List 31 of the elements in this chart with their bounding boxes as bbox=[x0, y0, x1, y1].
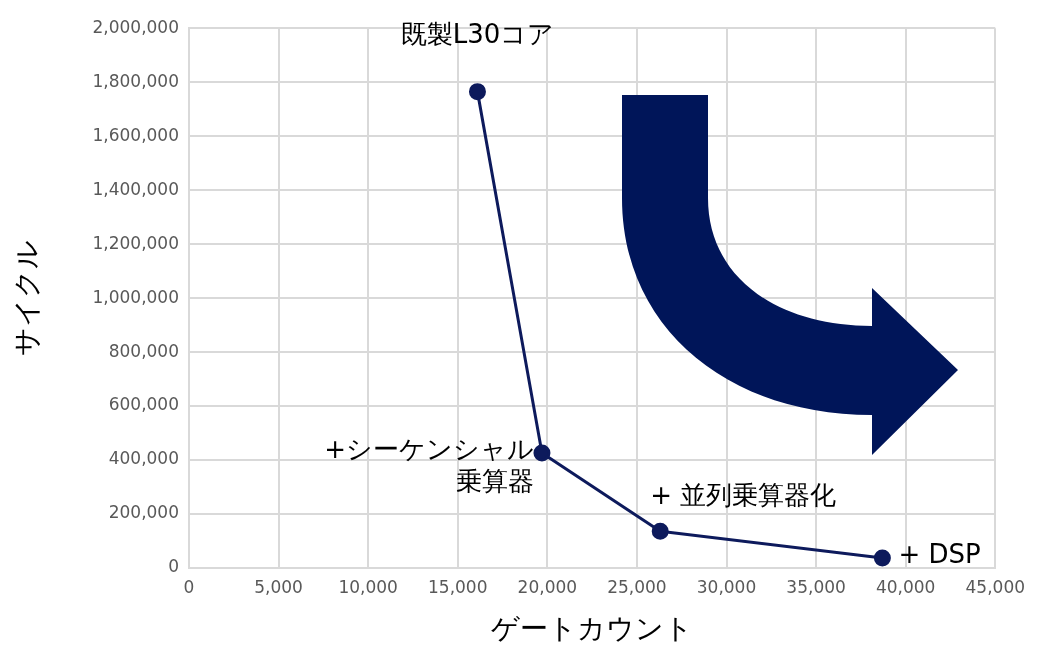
y-tick-label: 1,600,000 bbox=[92, 124, 179, 145]
x-tick-label: 15,000 bbox=[428, 576, 488, 597]
y-tick-label: 1,000,000 bbox=[92, 286, 179, 307]
x-tick-label: 5,000 bbox=[254, 576, 303, 597]
annotation: +シーケンシャル乗算器 bbox=[324, 433, 534, 496]
point bbox=[533, 444, 551, 462]
x-tick-label: 40,000 bbox=[875, 576, 936, 597]
point bbox=[651, 522, 669, 540]
x-axis-title: ゲートカウント bbox=[491, 612, 694, 646]
annotation: + DSP bbox=[898, 538, 981, 569]
y-tick-label: 0 bbox=[168, 556, 179, 577]
y-tick-label: 800,000 bbox=[108, 340, 179, 361]
y-tick-label: 1,200,000 bbox=[92, 232, 179, 253]
point bbox=[873, 549, 891, 567]
x-tick-label: 45,000 bbox=[965, 576, 1025, 597]
y-tick-label: 600,000 bbox=[108, 394, 179, 415]
y-tick-label: 400,000 bbox=[108, 448, 179, 469]
x-tick-label: 25,000 bbox=[607, 576, 667, 597]
y-tick-label: 2,000,000 bbox=[92, 16, 179, 37]
x-tick-label: 0 bbox=[183, 576, 195, 597]
y-axis-title: サイクル bbox=[10, 240, 44, 357]
x-tick-label: 35,000 bbox=[786, 576, 846, 597]
annotation: + 並列乗算器化 bbox=[650, 480, 837, 511]
y-tick-label: 1,400,000 bbox=[92, 178, 179, 199]
x-tick-label: 30,000 bbox=[696, 576, 757, 597]
point bbox=[468, 83, 486, 101]
x-tick-label: 10,000 bbox=[338, 576, 398, 597]
y-tick-label: 1,800,000 bbox=[92, 70, 179, 91]
x-tick-label: 20,000 bbox=[517, 576, 578, 597]
annotation: 既製L30コア bbox=[400, 19, 555, 50]
y-tick-label: 200,000 bbox=[108, 502, 179, 523]
